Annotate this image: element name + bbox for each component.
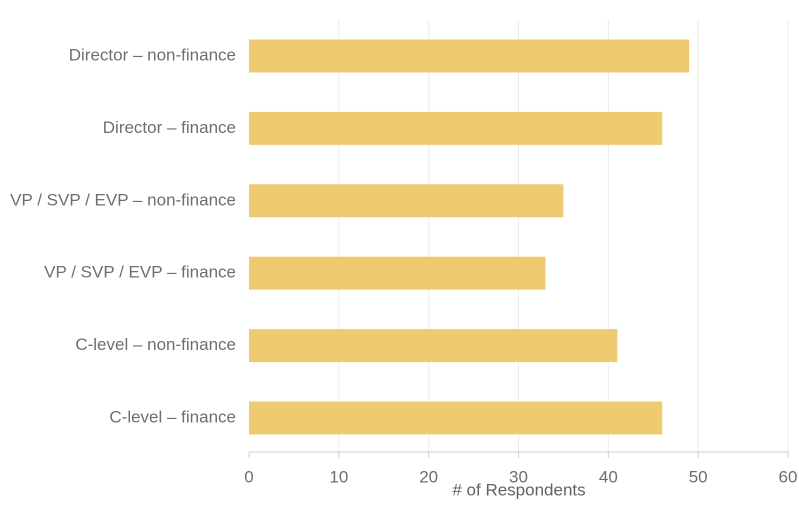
x-tick-labels: 0 10 20 30 40 50 60 [244, 467, 797, 486]
category-label: Director – finance [103, 118, 236, 137]
category-label: VP / SVP / EVP – finance [44, 263, 236, 282]
bar [249, 184, 564, 218]
gridlines [338, 20, 789, 452]
bar [249, 111, 663, 145]
x-tick-label: 30 [509, 467, 528, 486]
category-labels: Director – non-finance Director – finance… [10, 45, 236, 426]
bar [249, 401, 663, 435]
bar [249, 329, 618, 363]
x-tick-label: 50 [689, 467, 708, 486]
x-tick-label: 0 [244, 467, 253, 486]
category-label: VP / SVP / EVP – non-finance [10, 190, 236, 209]
category-label: C-level – finance [109, 407, 236, 426]
x-tick-label: 60 [779, 467, 798, 486]
bar [249, 39, 690, 73]
x-tick-label: 10 [329, 467, 348, 486]
x-axis [248, 451, 789, 458]
x-tick-label: 40 [599, 467, 618, 486]
bars [249, 39, 690, 435]
x-axis-title: # of Respondents [452, 480, 585, 499]
bar [249, 256, 546, 290]
x-tick-label: 20 [419, 467, 438, 486]
category-label: Director – non-finance [69, 45, 236, 64]
category-label: C-level – non-finance [75, 335, 236, 354]
